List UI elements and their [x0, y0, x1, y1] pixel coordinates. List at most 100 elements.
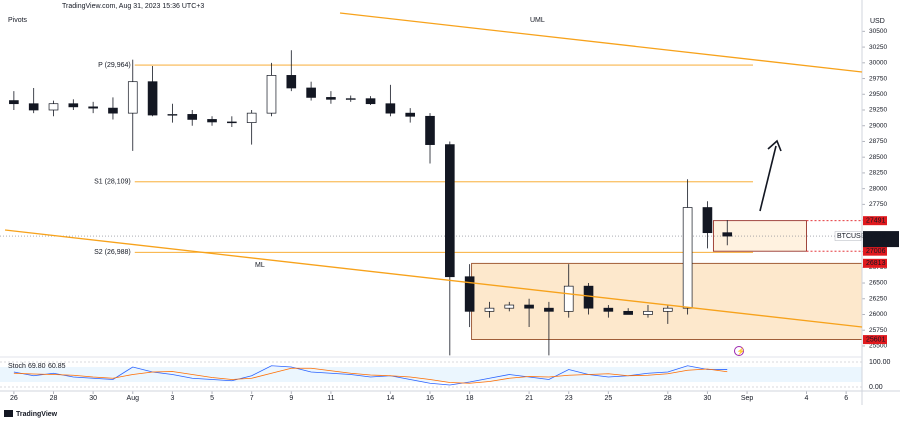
y-tick-label: 25750: [869, 327, 887, 334]
y-tick-label: 30000: [869, 60, 887, 67]
candle-body: [385, 103, 396, 114]
x-tick-label: 18: [466, 395, 474, 402]
x-tick-label: Sep: [741, 395, 754, 402]
stoch-readout: 60.85: [48, 363, 66, 370]
y-tick-label: 29750: [869, 75, 887, 82]
candle-body: [127, 81, 138, 114]
uml-line: [339, 12, 863, 73]
symbol-tag: [834, 231, 862, 241]
event-icon[interactable]: [734, 346, 744, 356]
arrow-head: [767, 139, 782, 152]
countdown: 05:23:41: [866, 240, 893, 247]
y-tick-label: 26500: [869, 280, 887, 287]
candle-body: [28, 103, 39, 111]
stoch-tick-label: 0.00: [869, 384, 883, 391]
candle-body: [623, 310, 633, 315]
candle-body: [405, 112, 416, 117]
candle-body: [266, 75, 277, 114]
candle-body: [464, 276, 475, 312]
candle-body: [9, 100, 19, 105]
candle-body: [662, 307, 673, 312]
candle-body: [722, 232, 733, 237]
y-tick-label: 26250: [869, 295, 887, 302]
y-tick-label: 28500: [869, 154, 887, 161]
plot: 2550025750260002625026500267502700027250…: [0, 28, 899, 402]
candle-body: [306, 87, 316, 98]
price-tag: [863, 335, 887, 345]
x-tick-label: 4: [805, 395, 809, 402]
candle-body: [544, 307, 554, 312]
x-tick-label: 30: [704, 395, 712, 402]
footer: TradingView: [16, 411, 58, 418]
candle-body: [167, 114, 178, 116]
candle-body: [286, 75, 297, 89]
candle-body: [246, 112, 257, 123]
candle-body: [88, 106, 98, 109]
y-tick-label: 29250: [869, 107, 887, 114]
price-tag-label: 25601: [866, 336, 886, 343]
candle-body: [345, 98, 356, 100]
x-tick-label: 5: [210, 395, 214, 402]
arrow: [759, 145, 777, 212]
candle-body: [147, 81, 158, 116]
candle-body: [68, 103, 79, 108]
stoch-line: [13, 367, 728, 384]
annotation: UML: [530, 17, 545, 24]
x-tick-label: 9: [289, 395, 293, 402]
x-tick-label: 11: [327, 395, 334, 402]
x-tick-label: 26: [10, 395, 18, 402]
candle-body: [702, 207, 713, 234]
y-tick-label: 27750: [869, 201, 887, 208]
y-tick-label: 28750: [869, 138, 887, 145]
symbol-label: BTCUSD: [837, 233, 866, 240]
pivot-label: P (29,964): [98, 62, 131, 69]
y-tick-label: 28250: [869, 170, 887, 177]
x-tick-label: 6: [844, 395, 848, 402]
price-tag-label: 27491: [866, 218, 886, 225]
candle-body: [365, 98, 376, 105]
indicator: Pivots: [8, 17, 28, 24]
candle-body: [524, 304, 534, 309]
y-tick-label: 26000: [869, 311, 887, 318]
event-icon-glyph: ⚡: [737, 346, 746, 355]
y-tick-label: 30500: [869, 28, 887, 35]
zone: [471, 262, 863, 340]
last-price-tag: [863, 231, 899, 248]
pivot-label: S2 (26,988): [94, 249, 131, 256]
x-tick-label: 28: [664, 395, 672, 402]
x-tick-label: 28: [50, 395, 58, 402]
x-tick-label: 3: [170, 395, 174, 402]
candle-body: [682, 207, 693, 309]
y-tick-label: 29500: [869, 91, 887, 98]
stoch-line: [13, 365, 728, 386]
candle-body: [445, 144, 455, 278]
candle-body: [603, 307, 614, 312]
y-tick-label: 29000: [869, 122, 887, 129]
currency: USD: [870, 18, 885, 25]
pivot-label: S1 (28,109): [94, 179, 131, 186]
x-tick-label: 25: [604, 395, 612, 402]
candle-body: [187, 114, 198, 120]
stoch-tick-label: 100.00: [869, 359, 891, 366]
y-tick-label: 30250: [869, 44, 887, 51]
last-price-label: 27246: [866, 233, 886, 240]
candle-body: [227, 121, 237, 124]
candle-body: [583, 285, 594, 309]
candle-body: [48, 103, 59, 111]
price-tag: [863, 216, 887, 226]
y-tick-label: 28000: [869, 185, 887, 192]
candle-body: [563, 285, 574, 312]
price-tag-label: 26813: [866, 260, 886, 267]
candle-body: [207, 119, 217, 123]
annotation: ML: [255, 262, 265, 269]
candle-body: [326, 97, 336, 100]
x-tick-label: 16: [426, 395, 434, 402]
x-tick-label: Aug: [127, 395, 140, 402]
x-tick-label: 23: [565, 395, 573, 402]
stoch-name: Stoch: [8, 363, 26, 370]
y-tick-label: 25500: [869, 343, 887, 350]
x-tick-label: 14: [386, 395, 394, 402]
source: TradingView.com, Aug 31, 2023 15:36 UTC+…: [62, 3, 204, 10]
candle-body: [425, 115, 435, 145]
